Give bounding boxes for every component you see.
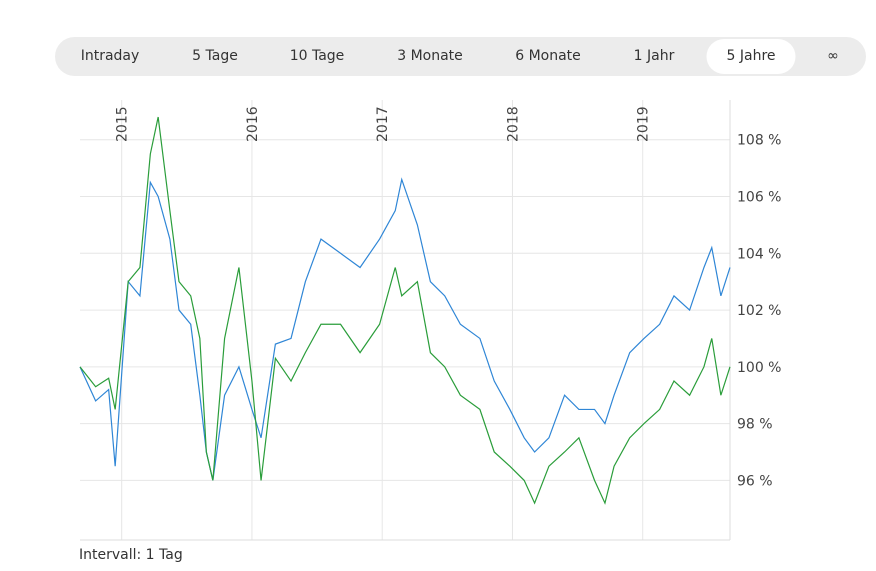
y-tick-label: 102 % [737,303,781,319]
tab[interactable]: 6 Monate [515,48,581,64]
x-tick-label: 2015 [115,106,131,142]
tab[interactable]: 3 Monate [397,48,463,64]
tab[interactable]: 1 Jahr [633,48,675,64]
tab[interactable]: ∞ [827,48,839,64]
data-line [79,116,731,505]
interval-note: Intervall: 1 Tag [79,547,183,563]
y-tick-label: 96 % [737,473,773,489]
x-tick-label: 2019 [636,106,652,142]
x-tick-label: 2018 [505,106,521,142]
chart: 96 % 98 % 100 % 102 % 104 % 106 % 108 % 2015 201… [79,100,781,541]
tab[interactable]: 5 Tage [192,48,238,64]
y-tick-label: 108 % [737,133,781,149]
y-tick-label: 106 % [737,190,781,206]
x-tick-label: 2016 [245,106,261,142]
y-tick-label: 100 % [737,360,781,376]
data-line [79,177,731,481]
y-tick-label: 98 % [737,417,773,433]
tab-bar: Intraday 5 Tage 10 Tage 3 Monate 6 Monate 1 J… [55,37,866,76]
tab[interactable]: 10 Tage [289,48,345,64]
y-tick-label: 104 % [737,246,781,262]
x-tick-label: 2017 [375,106,391,142]
tab[interactable]: Intraday [80,48,140,64]
tab[interactable]: 5 Jahre [706,39,796,74]
